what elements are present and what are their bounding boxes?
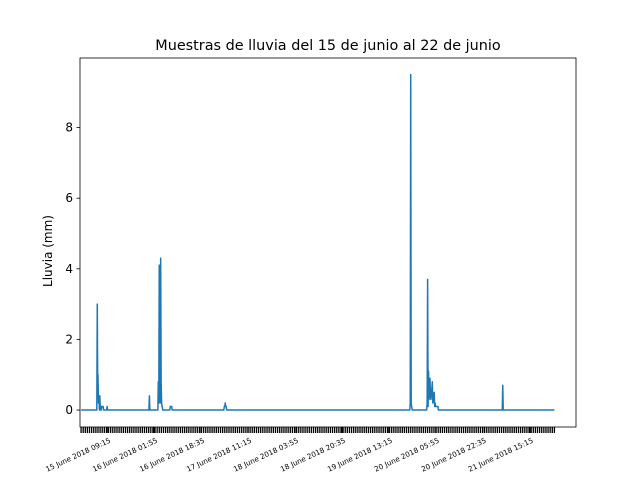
chart-title: Muestras de lluvia del 15 de junio al 22… [155,38,501,54]
y-tick-label: 8 [65,121,73,135]
y-tick-label: 4 [65,262,73,276]
axes-frame [79,57,577,428]
y-tick-label: 2 [65,332,73,346]
line-layer [81,73,555,411]
series-line-0 [81,73,555,411]
y-tick-label: 0 [65,403,73,417]
y-tick-label: 6 [65,191,73,205]
y-axis-label: Lluvia (mm) [41,215,55,287]
